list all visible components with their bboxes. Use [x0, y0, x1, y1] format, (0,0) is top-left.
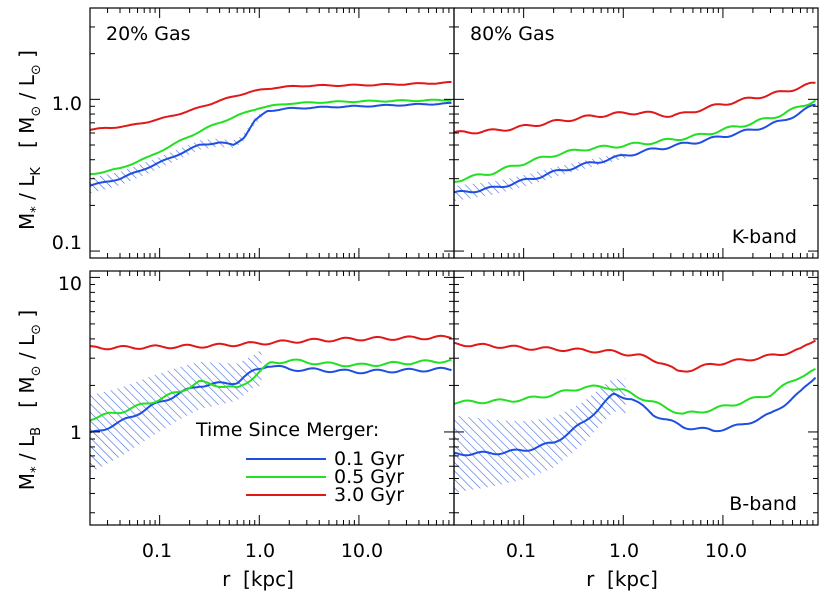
xtick-label-left-1: 1.0: [245, 540, 275, 562]
legend: Time Since Merger: 0.1 Gyr 0.5 Gyr 3.0 G…: [195, 419, 404, 506]
ytick-label-bottom-1: 10: [58, 273, 82, 295]
ytick-label-bottom-0: 1: [70, 422, 82, 444]
panel-top-right-frame: [453, 7, 819, 259]
x-axis-label-right: r [kpc]: [586, 567, 658, 591]
annotation-b-band: B-band: [729, 493, 797, 515]
legend-title: Time Since Merger:: [195, 419, 379, 441]
annotation-k-band: K-band: [732, 226, 797, 248]
panel-top-left-frame: [89, 7, 455, 259]
y-axis-label-bottom: M* / LB [ M⊙ / L⊙ ]: [15, 310, 44, 490]
series-line-0-1-gyr-bottom-left: [90, 364, 452, 434]
legend-label-0: 0.1 Gyr: [334, 448, 404, 470]
xtick-label-left-0: 0.1: [142, 540, 172, 562]
panel-frames: [89, 7, 819, 526]
annotation-80-gas: 80% Gas: [470, 23, 555, 45]
series-line-3-0-gyr-bottom-right: [454, 339, 817, 373]
series-line-0-5-gyr-top-left: [90, 98, 452, 176]
axis-ticks: [89, 7, 819, 525]
y-axis-label-top: M* / LK [ M⊙ / L⊙ ]: [15, 50, 44, 230]
xtick-label-right-0: 0.1: [506, 540, 536, 562]
series-line-0-1-gyr-top-right: [454, 103, 816, 194]
series-line-0-1-gyr-bottom-right: [454, 376, 817, 457]
panel-bottom-left-series: [90, 334, 452, 434]
x-axis-label-left: r [kpc]: [222, 567, 294, 591]
series-line-3-0-gyr-top-left: [90, 81, 452, 131]
panel-top-left-series: [90, 81, 452, 187]
xtick-label-right-2: 10.0: [705, 540, 747, 562]
series-line-3-0-gyr-bottom-left: [90, 334, 452, 351]
xtick-label-right-1: 1.0: [609, 540, 639, 562]
ytick-label-top-1: 1.0: [52, 93, 82, 115]
ytick-label-top-0: 0.1: [52, 232, 82, 254]
series-line-0-5-gyr-bottom-right: [454, 367, 816, 415]
annotation-20-gas: 20% Gas: [106, 23, 191, 45]
xtick-label-left-2: 10.0: [341, 540, 383, 562]
legend-label-2: 3.0 Gyr: [334, 484, 404, 506]
panel-bottom-right-series: [454, 339, 817, 457]
series-line-3-0-gyr-top-right: [454, 81, 816, 135]
hatch-band-bottom-right: [454, 377, 626, 493]
panel-top-right-series: [454, 81, 817, 194]
series-line-0-5-gyr-bottom-left: [90, 358, 452, 422]
series-lines: [90, 81, 817, 457]
hatch-band-bottom-left: [90, 349, 262, 473]
legend-label-1: 0.5 Gyr: [334, 466, 404, 488]
series-line-0-1-gyr-top-left: [90, 101, 452, 187]
panel-bottom-right-frame: [453, 270, 819, 526]
series-line-0-5-gyr-top-right: [454, 99, 817, 183]
tick-labels: 1.0 0.1 10 1 0.1 1.0 10.0 0.1 1.0 10.0: [52, 93, 747, 562]
hatch-band-top-right: [454, 152, 626, 201]
